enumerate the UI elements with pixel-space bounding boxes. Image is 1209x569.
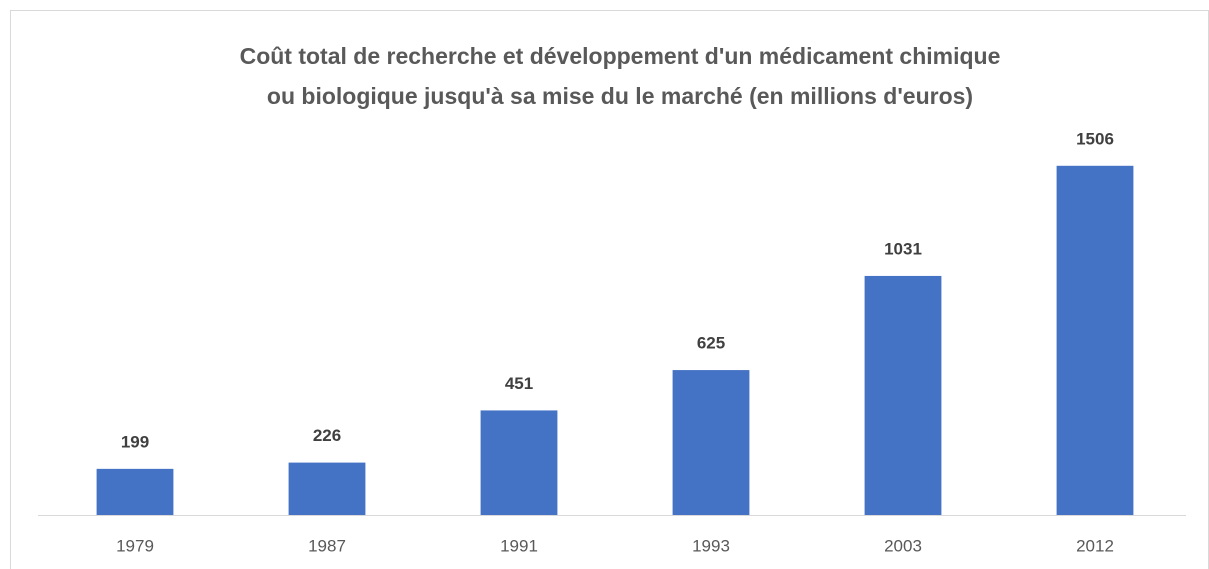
x-tick-label: 1987 [308,536,346,555]
data-label: 199 [121,432,149,451]
data-label: 625 [697,334,725,353]
chart-title: Coût total de recherche et développement… [240,43,1001,69]
bar [480,410,558,515]
data-label: 1506 [1076,129,1114,148]
data-label: 451 [505,374,533,393]
x-tick-label: 1979 [116,536,154,555]
bar [288,462,366,515]
bar [672,370,750,515]
data-label: 1031 [884,239,922,258]
bar [864,275,942,515]
bar [96,468,174,515]
bar [1056,165,1134,515]
x-tick-label: 1991 [500,536,538,555]
data-label: 226 [313,426,341,445]
x-tick-label: 2003 [884,536,922,555]
x-tick-label: 2012 [1076,536,1114,555]
chart-title: ou biologique jusqu'à sa mise du le marc… [267,83,973,109]
x-tick-label: 1993 [692,536,730,555]
